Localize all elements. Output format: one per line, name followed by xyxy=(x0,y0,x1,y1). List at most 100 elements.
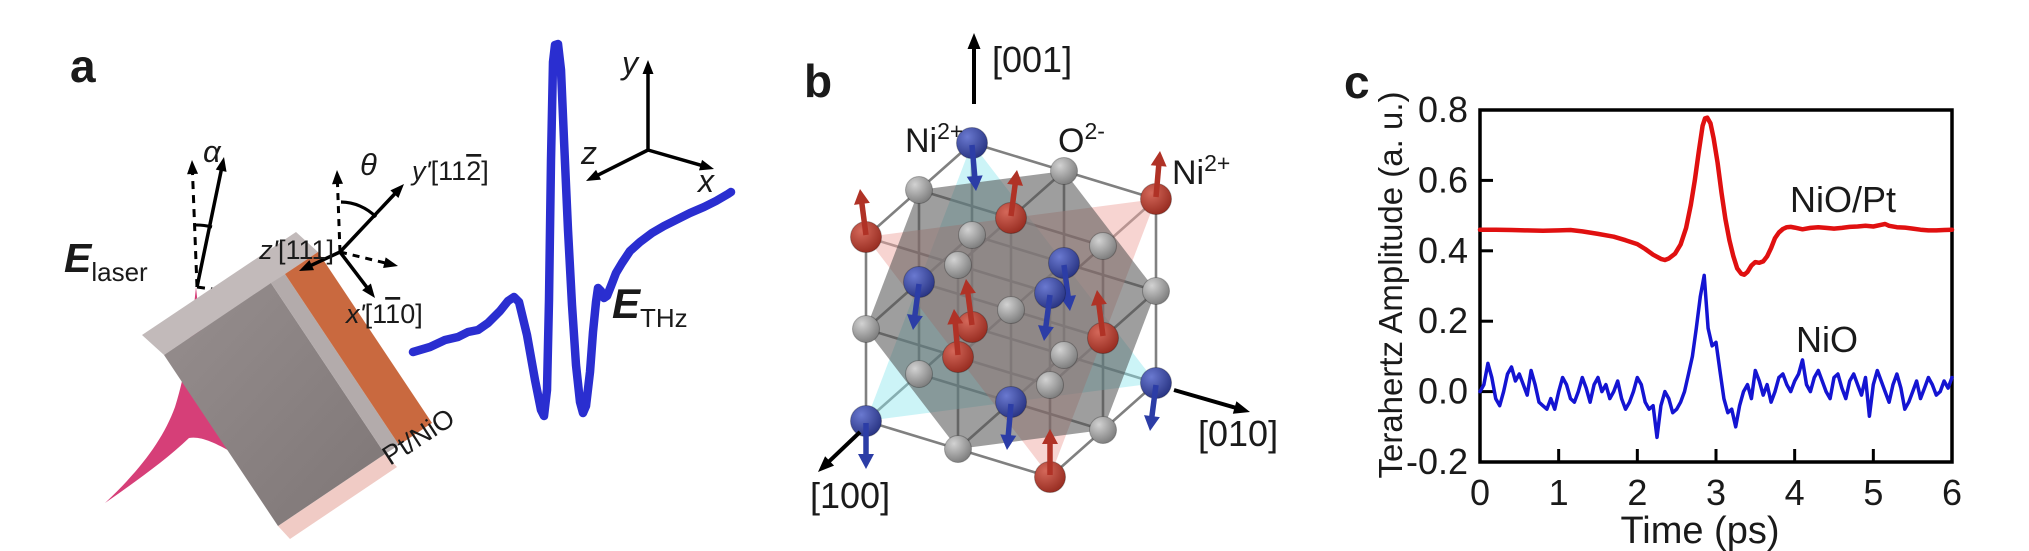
arrow-head xyxy=(947,309,964,325)
o-sphere xyxy=(958,221,986,249)
lab-x-axis-arrow xyxy=(647,148,714,171)
spin-down-arrow xyxy=(1038,294,1054,341)
nio-curve xyxy=(1478,273,1954,440)
axis-bracket-post: 0] xyxy=(400,299,423,329)
laser-polarization-arrow xyxy=(195,157,227,288)
panel-a-label: a xyxy=(70,40,96,92)
o-atom xyxy=(1050,157,1078,185)
ni-atom-spin-up xyxy=(956,279,988,343)
arrow-shaft xyxy=(964,291,975,326)
ni-atom-spin-up xyxy=(995,170,1027,234)
ni2plus-label-left: Ni2+ xyxy=(905,118,963,160)
x-prime-axis-arrow xyxy=(338,250,375,298)
nio-series-label: NiO xyxy=(1796,319,1858,360)
o-atom xyxy=(1036,371,1064,399)
arrow-shaft xyxy=(1061,264,1072,299)
x-tick-label: 2 xyxy=(1627,472,1647,513)
sample-horizontal-dashed-arrow xyxy=(339,250,398,269)
thz-waveform xyxy=(408,39,736,421)
z-prime-axis-arrow xyxy=(299,250,341,271)
o-sphere xyxy=(944,435,972,463)
arrow-shaft xyxy=(1008,182,1019,217)
arrow-head xyxy=(362,283,375,298)
y-tick-label: 0.8 xyxy=(1418,89,1468,130)
slab-light-strip xyxy=(271,274,399,454)
x-tick-label: 4 xyxy=(1785,472,1805,513)
o-sphere xyxy=(997,296,1025,324)
o-sphere xyxy=(1089,232,1117,260)
nio-pt-series-label: NiO/Pt xyxy=(1790,179,1896,220)
y-tick-label: 0.4 xyxy=(1418,230,1468,271)
arrow-head xyxy=(383,257,398,269)
axis-010-arrow xyxy=(1173,388,1250,414)
spin-down-arrow xyxy=(1000,403,1017,450)
x-prime-110-label: x'[110] xyxy=(344,299,423,329)
x-tick-label: 3 xyxy=(1706,472,1726,513)
spin-up-arrow xyxy=(1042,429,1058,475)
arrow-shaft xyxy=(1042,294,1053,329)
ni-atom-spin-down xyxy=(850,405,882,469)
ion-charge-sup: 2+ xyxy=(937,118,963,144)
y-prime-axis-arrow xyxy=(338,184,404,254)
spin-down-arrow xyxy=(966,144,983,191)
o-atom xyxy=(852,315,880,343)
panel-c-label: c xyxy=(1344,56,1370,108)
arrow-head xyxy=(1038,325,1054,341)
o-atom xyxy=(944,251,972,279)
o-sphere xyxy=(905,176,933,204)
arrow-head xyxy=(1000,434,1017,450)
ion-symbol: Ni xyxy=(1172,154,1204,192)
ni-atom-spin-up xyxy=(1034,429,1066,493)
spin-up-arrow xyxy=(1150,151,1167,198)
e-thz-label: ETHz xyxy=(612,280,688,333)
axis-100-arrow xyxy=(818,430,862,472)
arrow-head xyxy=(1232,401,1250,414)
axis-bracket-post: ] xyxy=(481,156,489,186)
e-laser-label: Elaser xyxy=(64,235,148,287)
ni-atom-spin-up xyxy=(1140,151,1172,215)
x-tick-label: 6 xyxy=(1942,472,1962,513)
arrow-head xyxy=(642,60,654,74)
y-axis-title: Terahertz Amplitude (a. u.) xyxy=(1372,91,1409,478)
ni-atom-spin-down xyxy=(956,127,988,191)
x-axis-title: Time (ps) xyxy=(1620,510,1779,551)
ion-symbol: O xyxy=(1058,122,1084,160)
laser-vertical-dashed-arrow xyxy=(187,160,199,288)
o-atom xyxy=(1050,341,1078,369)
sample-normal-dashed-arrow xyxy=(332,170,344,253)
arrow-head xyxy=(1007,170,1023,186)
alpha-angle-label: α xyxy=(203,134,222,169)
o-atom xyxy=(997,296,1025,324)
o-sphere xyxy=(905,360,933,388)
spin-down-arrow xyxy=(858,423,874,469)
arrow-shaft xyxy=(1005,403,1014,438)
y-tick-label: 0.0 xyxy=(1418,371,1468,412)
arrow-shaft xyxy=(595,148,649,178)
x-tick-label: 1 xyxy=(1549,472,1569,513)
ni-atom-spin-down xyxy=(903,266,935,330)
axis-overline-digit: 2 xyxy=(466,156,481,186)
ni-atom-spin-down xyxy=(995,386,1027,450)
arrow-shaft xyxy=(952,321,961,356)
axis-bracket-pre: [111 xyxy=(278,235,327,265)
axis-letter: y' xyxy=(410,156,432,186)
alpha-angle-arc xyxy=(193,223,213,229)
slab-back-pink-layer xyxy=(278,454,397,539)
axis-letter: x' xyxy=(344,299,366,329)
arrow-head xyxy=(215,157,227,172)
arrow-shaft xyxy=(1095,302,1106,337)
bond xyxy=(971,141,1065,173)
o-atom xyxy=(905,176,933,204)
arrow-head xyxy=(586,169,601,181)
slab-pt-layer xyxy=(285,252,432,445)
arrow-shaft xyxy=(335,181,342,253)
axis-001-label: [001] xyxy=(992,39,1072,80)
arrow-shaft xyxy=(338,191,398,254)
o-sphere xyxy=(1036,371,1064,399)
z-prime-111-label: z'[111] xyxy=(258,235,334,265)
spin-up-arrow xyxy=(947,309,964,356)
o-atom xyxy=(905,360,933,388)
arrow-head xyxy=(299,260,315,271)
panel-c-thz-amplitude-chart: c 0.8 0.6 0.4 0.2 0.0 -0.20 1 2 3 4 5 6 Terahertz Amp… xyxy=(1344,56,1962,551)
